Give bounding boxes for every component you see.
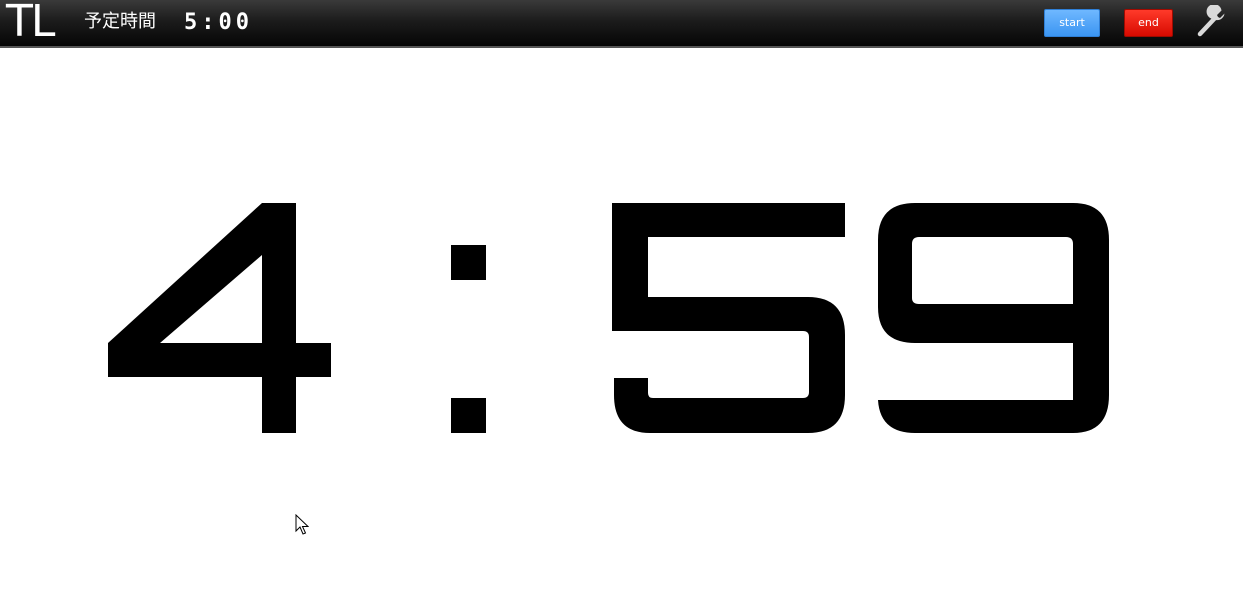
countdown-display: [0, 195, 1243, 440]
time-separator: [451, 245, 486, 433]
mouse-pointer-icon: [295, 513, 310, 536]
top-bar: TL 予定時間 5:00 start end: [0, 0, 1243, 48]
planned-time-value: 5:00: [184, 10, 253, 35]
end-button[interactable]: end: [1124, 9, 1173, 37]
planned-time-label: 予定時間: [84, 11, 156, 32]
start-button[interactable]: start: [1044, 9, 1100, 37]
seconds-ones-digit: [878, 203, 1109, 433]
seconds-tens-digit: [612, 203, 845, 433]
minutes-digit: [108, 203, 331, 433]
app-logo: TL: [6, 0, 55, 47]
wrench-icon[interactable]: [1194, 4, 1228, 39]
